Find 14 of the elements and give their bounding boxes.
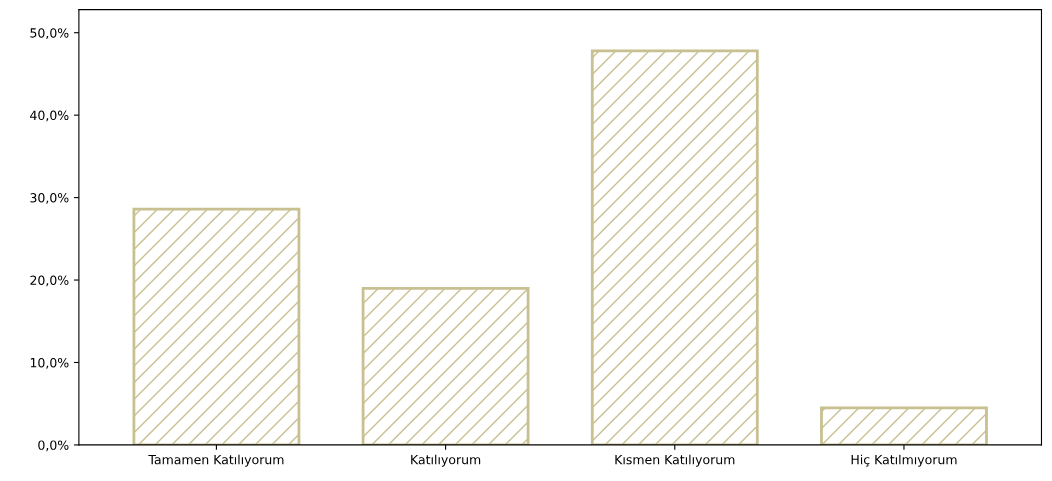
bar — [590, 49, 759, 445]
x-tick-label: Katılıyorum — [411, 454, 481, 467]
y-tick-label: 20,0% — [30, 275, 69, 287]
x-tick-label: Hiç Katılmıyorum — [851, 454, 957, 467]
x-tick-label: Tamamen Katılıyorum — [148, 454, 284, 467]
x-tick-label: Kısmen Katılıyorum — [615, 454, 735, 467]
y-tick-label: 30,0% — [30, 193, 69, 204]
y-tick-label: 0,0% — [38, 440, 69, 452]
y-tick-label: 50,0% — [30, 28, 69, 39]
y-tick-label: 10,0% — [30, 357, 69, 369]
bar — [820, 406, 988, 445]
y-tick-label: 40,0% — [30, 110, 69, 122]
bar — [132, 207, 301, 445]
bar — [361, 286, 530, 445]
